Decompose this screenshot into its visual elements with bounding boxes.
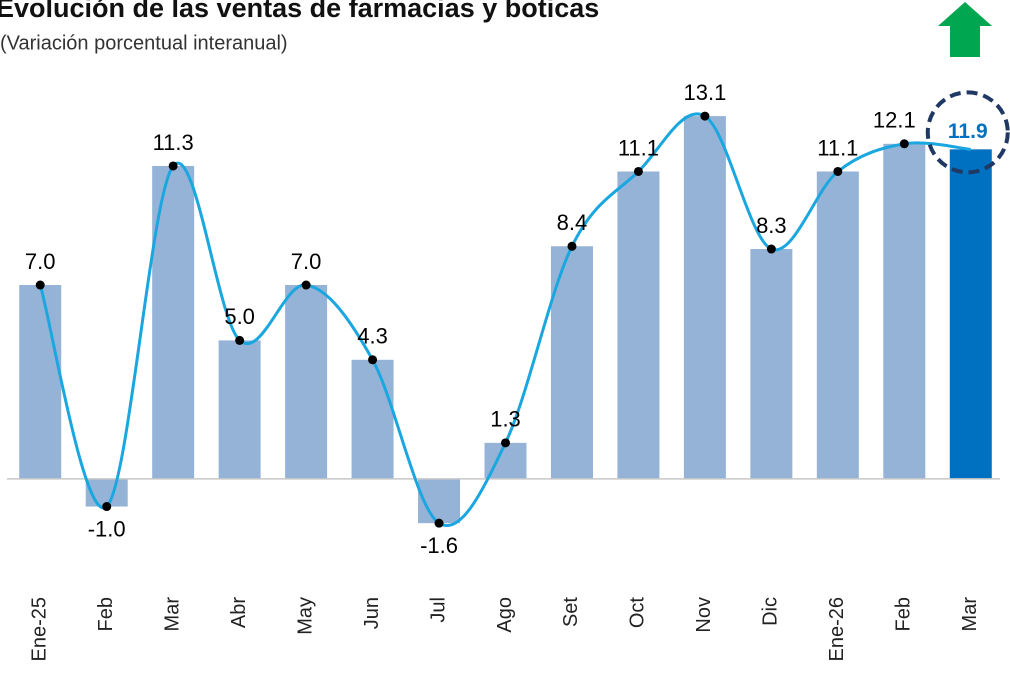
- bar: [949, 149, 992, 479]
- bar: [351, 359, 394, 479]
- point: [301, 280, 311, 290]
- data-label: 11.1: [817, 135, 858, 160]
- x-tick-label: Dic: [760, 597, 782, 626]
- x-tick-label: Set: [560, 597, 582, 627]
- point: [168, 161, 178, 171]
- data-label: 8.4: [557, 210, 588, 235]
- data-label: 11.1: [618, 135, 659, 160]
- x-tick-label: Jun: [361, 597, 383, 629]
- point: [567, 241, 577, 251]
- x-tick-label: Jul: [427, 597, 449, 623]
- bar: [750, 249, 793, 479]
- point: [102, 502, 112, 512]
- point: [368, 355, 378, 365]
- bar: [883, 143, 926, 479]
- highlight-ring: [925, 90, 1010, 175]
- x-tick-label: Ene-25: [29, 597, 51, 662]
- data-label: 7.0: [25, 249, 56, 274]
- point: [35, 280, 45, 290]
- data-label: 11.3: [153, 130, 194, 155]
- bar: [617, 171, 660, 479]
- point: [633, 166, 643, 176]
- x-tick-label: Nov: [693, 597, 715, 633]
- bar: [19, 285, 62, 479]
- point: [766, 244, 776, 254]
- x-tick-label: Mar: [959, 597, 981, 632]
- chart-title: Evolución de las ventas de farmacias y b…: [0, 0, 599, 23]
- data-label: 8.3: [756, 213, 787, 238]
- x-tick-label: Feb: [893, 597, 915, 631]
- data-label: -1.6: [420, 533, 458, 558]
- data-label: 12.1: [873, 108, 916, 133]
- data-label: -1.0: [88, 516, 126, 541]
- x-tick-label: Feb: [95, 597, 117, 631]
- chart-subtitle: (Variación porcentual interanual): [0, 32, 288, 54]
- data-label: 13.1: [683, 80, 726, 105]
- x-tick-label: Ago: [494, 597, 516, 633]
- point: [434, 518, 444, 528]
- bar: [683, 116, 726, 479]
- point: [700, 111, 710, 121]
- point: [899, 139, 909, 149]
- point: [833, 166, 843, 176]
- data-label: 1.3: [490, 407, 521, 432]
- up-arrow: [938, 2, 992, 57]
- data-label: 5.0: [224, 304, 255, 329]
- x-tick-label: Mar: [161, 597, 183, 632]
- x-tick-label: Oct: [627, 597, 649, 629]
- point: [235, 335, 245, 345]
- bar: [218, 340, 261, 479]
- point: [501, 438, 510, 448]
- data-label: 11.9: [948, 120, 988, 143]
- data-label: 7.0: [291, 249, 322, 274]
- bar: [816, 171, 859, 479]
- data-label: 4.3: [357, 324, 388, 349]
- x-tick-label: Ene-26: [826, 597, 848, 662]
- bar: [285, 285, 328, 479]
- x-tick-label: May: [294, 597, 316, 635]
- x-tick-label: Abr: [228, 597, 250, 628]
